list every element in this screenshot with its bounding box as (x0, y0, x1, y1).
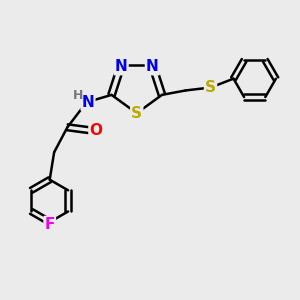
Text: N: N (146, 59, 159, 74)
Text: H: H (73, 89, 83, 102)
Text: N: N (115, 59, 128, 74)
Text: N: N (82, 95, 94, 110)
Text: O: O (89, 123, 102, 138)
Text: F: F (44, 217, 55, 232)
Text: S: S (205, 80, 216, 95)
Text: S: S (131, 106, 142, 121)
